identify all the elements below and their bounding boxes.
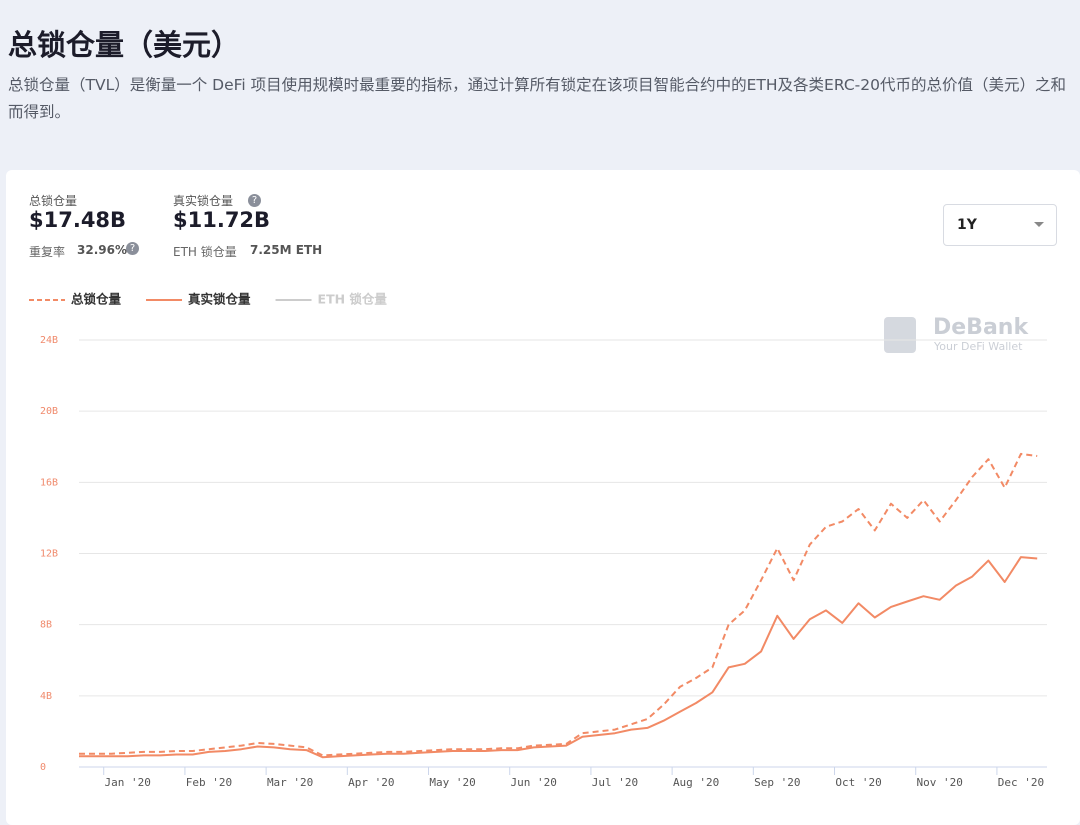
y-tick-label: 24B [40,335,58,346]
info-icon[interactable]: ? [126,242,139,255]
stat-value: $17.48B [29,208,127,232]
x-tick-label: Dec '20 [998,776,1044,789]
legend-label: 总锁仓量 [71,292,122,307]
y-tick-label: 0 [40,762,46,773]
legend-label: ETH 锁仓量 [318,292,388,307]
y-tick-label: 8B [40,620,52,631]
x-tick-label: Nov '20 [917,776,963,789]
x-tick-label: May '20 [429,776,475,789]
watermark: DeBank Your DeFi Wallet [884,315,1029,353]
dropdown-value: 1Y [957,217,977,233]
range-dropdown[interactable]: 1Y [943,204,1057,246]
watermark-brand: DeBank [933,315,1029,340]
stat-label: ETH 锁仓量 [173,245,237,259]
x-tick-label: Sep '20 [754,776,800,789]
watermark-logo [884,317,916,353]
series-line [79,556,1038,759]
x-tick-label: Mar '20 [267,776,313,789]
stat-value: 7.25M ETH [250,243,323,257]
watermark-tagline: Your DeFi Wallet [933,340,1023,353]
y-tick-label: 4B [40,691,52,702]
x-tick-label: Jun '20 [511,776,557,789]
x-tick-label: Oct '20 [835,776,881,789]
x-tick-label: Apr '20 [348,776,394,789]
x-tick-label: Jan '20 [105,776,151,789]
description: 总锁仓量（TVL）是衡量一个 DeFi 项目使用规模时最重要的指标，通过计算所有… [8,76,1066,121]
x-tick-label: Feb '20 [186,776,232,789]
stat-value: 32.96% [77,243,127,257]
stat-label: 重复率 [29,245,66,259]
x-tick-label: Jul '20 [592,776,638,789]
legend-label: 真实锁仓量 [188,292,251,307]
y-tick-label: 12B [40,549,58,560]
card [6,170,1080,825]
stat-value: $11.72B [173,208,271,232]
y-tick-label: 20B [40,406,58,417]
y-tick-label: 16B [40,477,58,488]
page-title: 总锁仓量（美元） [8,28,241,62]
dropdown-arrow [1034,222,1044,227]
series-line [79,452,1038,757]
stat-label: 真实锁仓量 [173,194,234,208]
stat-label: 总锁仓量 [29,194,78,208]
x-tick-label: Aug '20 [673,776,719,789]
info-icon[interactable]: ? [248,194,261,207]
